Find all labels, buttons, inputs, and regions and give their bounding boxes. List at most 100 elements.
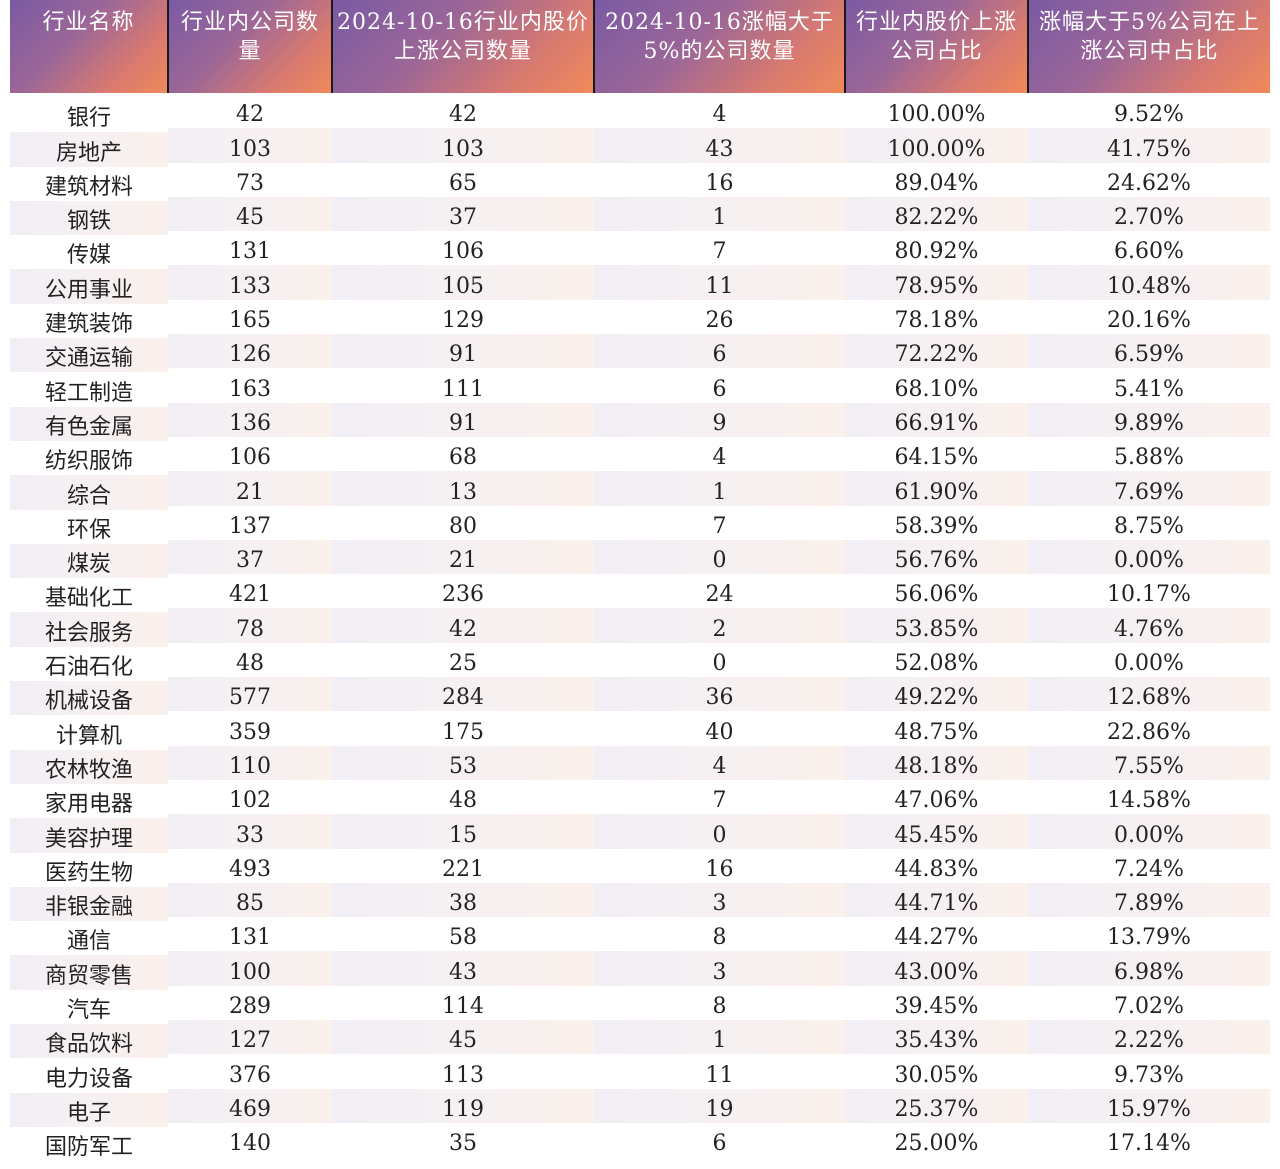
header-rising-count: 2024-10-16行业内股价上涨公司数量 [331, 0, 594, 96]
industry-name-cell: 电子 [10, 1092, 168, 1127]
industry-name-cell: 钢铁 [10, 200, 168, 236]
over-5pct-count-cell: 24 [594, 574, 845, 609]
industry-name-cell: 环保 [10, 509, 168, 544]
table-row: 农林牧渔 110 53 4 48.18% 7.55% [10, 745, 1270, 784]
over-5pct-count-cell: 1 [594, 196, 845, 232]
industry-name-cell: 美容护理 [10, 818, 168, 853]
table-row: 家用电器 102 48 7 47.06% 14.58% [10, 779, 1270, 819]
rising-count-cell: 236 [332, 574, 594, 609]
company-count-cell: 21 [168, 471, 332, 506]
company-count-cell: 126 [168, 334, 332, 369]
over-5pct-ratio-cell: 14.58% [1028, 779, 1270, 815]
over-5pct-count-cell: 7 [594, 779, 845, 815]
industry-name-cell: 国防军工 [10, 1126, 168, 1162]
rising-count-cell: 42 [332, 94, 594, 129]
industry-name-cell: 通信 [10, 921, 168, 956]
rising-count-cell: 48 [332, 779, 594, 815]
over-5pct-count-cell: 7 [594, 505, 845, 540]
rising-count-cell: 80 [332, 505, 594, 540]
rising-ratio-cell: 61.90% [845, 471, 1028, 506]
over-5pct-ratio-cell: 12.68% [1028, 677, 1270, 712]
over-5pct-count-cell: 2 [594, 608, 845, 643]
over-5pct-ratio-cell: 6.98% [1028, 951, 1270, 986]
table-header: 行业名称 行业内公司数量 2024-10-16行业内股价上涨公司数量 2024-… [10, 0, 1270, 96]
over-5pct-count-cell: 19 [594, 1088, 845, 1123]
over-5pct-ratio-cell: 9.89% [1028, 402, 1270, 437]
table-row: 传媒 131 106 7 80.92% 6.60% [10, 231, 1270, 270]
table-row: 电力设备 376 113 11 30.05% 9.73% [10, 1054, 1270, 1093]
header-over-5pct-ratio: 涨幅大于5%公司在上涨公司中占比 [1027, 0, 1270, 96]
industry-name-cell: 社会服务 [10, 612, 168, 647]
over-5pct-ratio-cell: 8.75% [1028, 505, 1270, 540]
company-count-cell: 33 [168, 814, 332, 849]
over-5pct-ratio-cell: 10.17% [1028, 574, 1270, 609]
industry-name-cell: 石油石化 [10, 646, 168, 682]
over-5pct-count-cell: 0 [594, 642, 845, 678]
company-count-cell: 289 [168, 985, 332, 1021]
over-5pct-ratio-cell: 7.69% [1028, 471, 1270, 506]
table-row: 煤炭 37 21 0 56.76% 0.00% [10, 539, 1270, 579]
table-row: 基础化工 421 236 24 56.06% 10.17% [10, 574, 1270, 613]
rising-ratio-cell: 45.45% [845, 814, 1028, 849]
rising-ratio-cell: 72.22% [845, 334, 1028, 369]
industry-name-cell: 计算机 [10, 715, 168, 750]
table-row: 石油石化 48 25 0 52.08% 0.00% [10, 642, 1270, 682]
table-row: 社会服务 78 42 2 53.85% 4.76% [10, 608, 1270, 647]
rising-ratio-cell: 25.00% [845, 1122, 1028, 1158]
over-5pct-count-cell: 11 [594, 265, 845, 300]
table-row: 钢铁 45 37 1 82.22% 2.70% [10, 196, 1270, 236]
table-row: 建筑材料 73 65 16 89.04% 24.62% [10, 162, 1270, 201]
company-count-cell: 103 [168, 128, 332, 163]
company-count-cell: 376 [168, 1054, 332, 1089]
rising-ratio-cell: 52.08% [845, 642, 1028, 678]
rising-count-cell: 58 [332, 917, 594, 952]
industry-name-cell: 农林牧渔 [10, 749, 168, 784]
table-row: 环保 137 80 7 58.39% 8.75% [10, 505, 1270, 544]
over-5pct-count-cell: 7 [594, 231, 845, 266]
rising-count-cell: 45 [332, 1020, 594, 1055]
table-row: 建筑装饰 165 129 26 78.18% 20.16% [10, 299, 1270, 339]
rising-count-cell: 221 [332, 848, 594, 883]
rising-ratio-cell: 35.43% [845, 1020, 1028, 1055]
header-row: 行业名称 行业内公司数量 2024-10-16行业内股价上涨公司数量 2024-… [10, 0, 1270, 96]
over-5pct-count-cell: 6 [594, 1122, 845, 1158]
over-5pct-ratio-cell: 24.62% [1028, 162, 1270, 197]
industry-name-cell: 煤炭 [10, 543, 168, 579]
over-5pct-ratio-cell: 17.14% [1028, 1122, 1270, 1158]
header-company-count: 行业内公司数量 [167, 0, 332, 96]
company-count-cell: 100 [168, 951, 332, 986]
industry-name-cell: 综合 [10, 475, 168, 510]
company-count-cell: 137 [168, 505, 332, 540]
industry-name-cell: 建筑材料 [10, 166, 168, 201]
rising-count-cell: 105 [332, 265, 594, 300]
industry-name-cell: 食品饮料 [10, 1024, 168, 1059]
over-5pct-count-cell: 3 [594, 882, 845, 918]
industry-name-cell: 有色金属 [10, 406, 168, 441]
rising-ratio-cell: 89.04% [845, 162, 1028, 197]
company-count-cell: 73 [168, 162, 332, 197]
over-5pct-ratio-cell: 20.16% [1028, 299, 1270, 335]
over-5pct-ratio-cell: 2.22% [1028, 1020, 1270, 1055]
over-5pct-count-cell: 6 [594, 334, 845, 369]
table-row: 综合 21 13 1 61.90% 7.69% [10, 471, 1270, 510]
industry-name-cell: 基础化工 [10, 578, 168, 613]
company-count-cell: 48 [168, 642, 332, 678]
company-count-cell: 42 [168, 94, 332, 129]
rising-count-cell: 65 [332, 162, 594, 197]
table-row: 有色金属 136 91 9 66.91% 9.89% [10, 402, 1270, 441]
industry-name-cell: 公用事业 [10, 269, 168, 304]
company-count-cell: 493 [168, 848, 332, 883]
over-5pct-count-cell: 36 [594, 677, 845, 712]
company-count-cell: 131 [168, 231, 332, 266]
over-5pct-ratio-cell: 10.48% [1028, 265, 1270, 300]
rising-ratio-cell: 56.76% [845, 539, 1028, 575]
rising-ratio-cell: 82.22% [845, 196, 1028, 232]
table-row: 商贸零售 100 43 3 43.00% 6.98% [10, 951, 1270, 990]
table-row: 银行 42 42 4 100.00% 9.52% [10, 94, 1270, 133]
industry-name-cell: 纺织服饰 [10, 440, 168, 476]
industry-name-cell: 房地产 [10, 132, 168, 167]
rising-count-cell: 106 [332, 231, 594, 266]
industry-table-container: 行业名称 行业内公司数量 2024-10-16行业内股价上涨公司数量 2024-… [10, 0, 1270, 1162]
over-5pct-count-cell: 16 [594, 848, 845, 883]
rising-count-cell: 68 [332, 436, 594, 472]
